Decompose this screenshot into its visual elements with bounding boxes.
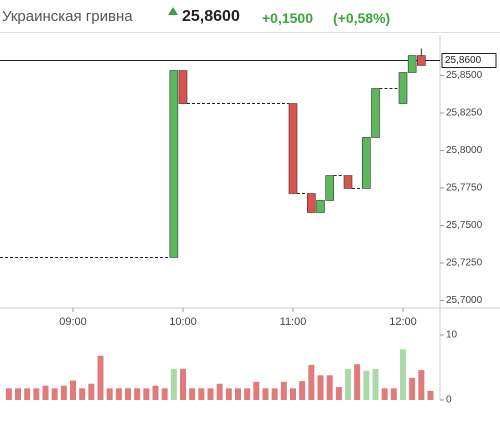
volume-bar (106, 388, 113, 400)
candle-body (362, 137, 371, 189)
volume-bar (390, 388, 397, 400)
candle-body (407, 55, 417, 73)
volume-bar (290, 388, 296, 400)
volume-bar (198, 388, 205, 400)
x-tick-label: 10:00 (169, 316, 197, 328)
volume-bar (152, 385, 159, 400)
volume-bar (115, 388, 122, 400)
x-tick-label: 12:00 (389, 316, 417, 328)
instrument-name: Украинская гривна (2, 8, 133, 25)
price-change: +0,1500 (262, 10, 313, 26)
volume-bar (51, 388, 58, 400)
volume-bar (216, 383, 223, 400)
volume-bar (88, 383, 95, 400)
volume-bar (363, 370, 370, 400)
y-tick-label: 25,8500 (446, 70, 483, 81)
volume-bar (326, 375, 333, 400)
candle-body (169, 70, 179, 258)
candle-body (307, 193, 316, 213)
volume-bar (24, 388, 31, 400)
candle-body (343, 175, 353, 189)
volume-bar (381, 388, 388, 400)
volume-bar (271, 388, 278, 400)
volume-bar (262, 388, 269, 400)
volume-bar (33, 388, 40, 400)
y-tick-label: 25,8250 (446, 108, 483, 119)
volume-bar (161, 388, 168, 400)
volume-bar (317, 375, 324, 400)
y-tick-label: 25,7750 (446, 183, 483, 194)
y-tick-label: 25,7000 (446, 295, 483, 306)
volume-bar (372, 368, 379, 400)
volume-bar (354, 364, 361, 400)
volume-bar (143, 388, 150, 400)
x-tick-label: 09:00 (59, 316, 87, 328)
volume-bar (418, 370, 425, 400)
y-tick-label: 10 (446, 330, 458, 341)
volume-bar (79, 388, 86, 400)
volume-bar (170, 368, 177, 400)
volume-bar (125, 388, 131, 400)
candle-body (325, 175, 334, 201)
volume-bar (207, 388, 214, 400)
volume-bar (299, 381, 306, 400)
candle-body (417, 55, 426, 66)
volume-bar (235, 388, 241, 400)
price-label-box (441, 53, 497, 68)
volume-bar (400, 349, 406, 400)
up-arrow-icon (168, 7, 178, 15)
y-tick-label: 25,8000 (446, 145, 483, 156)
volume-bar (409, 377, 416, 400)
volume-bar (253, 381, 260, 400)
candle-body (371, 88, 380, 138)
volume-bar (345, 368, 351, 400)
volume-bar (308, 364, 315, 400)
candle-body (178, 70, 188, 104)
volume-bar (225, 388, 232, 400)
volume-bar (15, 388, 21, 400)
x-tick-label: 11:00 (280, 316, 307, 328)
volume-bar (244, 388, 251, 400)
volume-bar (42, 385, 49, 400)
volume-bar (60, 385, 67, 400)
candle-body (398, 72, 408, 104)
volume-bar (427, 390, 434, 400)
volume-bar (335, 387, 342, 400)
candle-body (316, 200, 325, 213)
volume-bar (70, 380, 76, 400)
volume-bar (97, 355, 104, 400)
volume-bar (134, 388, 141, 400)
volume-bar (280, 381, 287, 400)
volume-bar (5, 388, 12, 400)
last-price: 25,8600 (182, 8, 240, 25)
price-change-percent: (+0,58%) (333, 10, 391, 26)
y-tick-label: 25,7500 (446, 220, 483, 231)
y-tick-label: 25,7250 (446, 258, 483, 269)
quote-header: Украинская гривна 25,8600 +0,1500 (+0,58… (0, 0, 500, 33)
volume-bar (180, 368, 186, 400)
candle-body (288, 103, 298, 194)
volume-bar (189, 388, 196, 400)
price-label: 25,8600 (445, 55, 482, 66)
y-tick-label: 0 (446, 395, 452, 406)
